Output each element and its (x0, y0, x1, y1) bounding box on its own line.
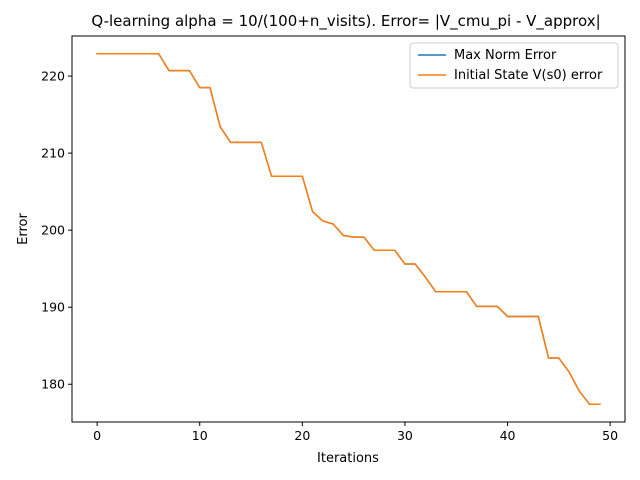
y-tick-label: 220 (41, 69, 65, 84)
x-tick-label: 30 (397, 428, 413, 443)
y-tick-label: 210 (41, 146, 65, 161)
y-tick-label: 190 (41, 300, 65, 315)
chart-title: Q-learning alpha = 10/(100+n_visits). Er… (91, 12, 600, 31)
legend-box (409, 42, 619, 89)
x-axis-label: Iterations (317, 451, 379, 466)
axis-ticks: 0 10 20 30 40 50 180 190 200 210 220 (41, 69, 618, 443)
x-tick-label: 0 (93, 428, 101, 443)
legend-label-initial-state: Initial State V(s0) error (454, 68, 603, 83)
x-tick-label: 20 (294, 428, 310, 443)
series-line-1 (96, 52, 601, 406)
legend: Max Norm Error Initial State V(s0) error (409, 42, 619, 89)
x-tick-label: 10 (192, 428, 208, 443)
plot-frame (71, 35, 626, 423)
legend-label-max-norm: Max Norm Error (454, 48, 557, 63)
y-tick-label: 200 (41, 223, 65, 238)
plot-area (96, 52, 601, 406)
x-tick-label: 50 (602, 428, 618, 443)
series-line-0 (96, 52, 601, 406)
x-tick-label: 40 (500, 428, 516, 443)
y-axis-label: Error (16, 213, 31, 245)
y-tick-label: 180 (41, 377, 65, 392)
